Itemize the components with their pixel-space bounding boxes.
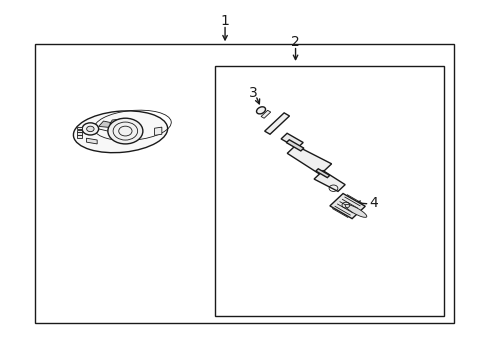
Polygon shape [110,118,125,124]
Text: 3: 3 [248,86,257,100]
Ellipse shape [256,107,265,114]
Polygon shape [329,194,365,219]
Circle shape [82,123,99,135]
Polygon shape [86,138,97,144]
Bar [215,66,443,316]
Text: 4: 4 [368,196,377,210]
Polygon shape [99,121,122,129]
Text: 2: 2 [290,36,299,49]
Polygon shape [286,145,331,175]
Bar [77,127,81,129]
Polygon shape [154,127,162,135]
Polygon shape [281,133,303,148]
Polygon shape [285,140,303,151]
Bar [77,130,81,132]
Bar [35,44,453,323]
Ellipse shape [345,204,366,217]
Polygon shape [261,110,270,118]
Polygon shape [313,171,345,192]
Polygon shape [315,169,329,177]
Bar [77,132,81,135]
Polygon shape [264,113,289,134]
Text: 1: 1 [220,14,229,28]
Circle shape [86,126,94,132]
Circle shape [108,118,142,144]
Bar [77,135,81,138]
Ellipse shape [73,111,167,153]
